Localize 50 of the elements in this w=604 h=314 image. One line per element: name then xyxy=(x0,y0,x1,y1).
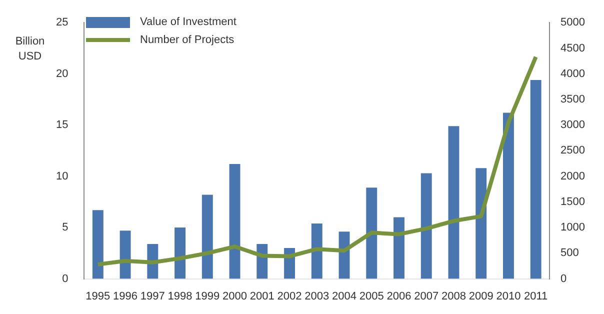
y-tick-label: 25 xyxy=(56,16,68,29)
y-tick-label: 0 xyxy=(62,272,68,285)
bar xyxy=(448,126,460,279)
x-tick-label: 2008 xyxy=(441,290,466,302)
bar xyxy=(394,217,404,279)
y2-tick-label: 2500 xyxy=(560,144,586,157)
y-tick-label: 10 xyxy=(56,170,68,182)
y2-tick-label: 3500 xyxy=(560,93,586,106)
x-tick-label: 2011 xyxy=(524,290,548,302)
x-tick-label: 2005 xyxy=(359,290,384,302)
y2-tick-label: 2000 xyxy=(560,170,586,182)
bar xyxy=(120,230,131,279)
bar xyxy=(92,210,104,279)
x-tick-label: 1999 xyxy=(195,290,220,302)
x-tick-label: 2003 xyxy=(304,290,330,302)
y2-tick-label: 1000 xyxy=(560,222,586,234)
y2-tick-label: 4500 xyxy=(560,42,586,54)
x-tick-label: 2007 xyxy=(414,290,439,302)
bar xyxy=(229,164,240,279)
x-tick-label: 2002 xyxy=(277,290,302,302)
y-tick-label: 5 xyxy=(62,222,68,234)
y-tick-label: 20 xyxy=(56,68,68,80)
bar xyxy=(202,194,213,279)
x-tick-label: 2009 xyxy=(468,290,494,302)
legend-label: Number of Projects xyxy=(140,34,234,46)
bar xyxy=(311,223,322,279)
bar xyxy=(174,228,186,279)
x-tick-label: 1997 xyxy=(140,290,165,302)
x-tick-label: 1996 xyxy=(113,290,138,302)
bar xyxy=(420,173,432,279)
legend-label: Value of Investment xyxy=(140,16,236,28)
x-tick-label: 2004 xyxy=(332,290,356,302)
bar xyxy=(476,168,487,279)
x-tick-label: 2001 xyxy=(250,290,274,302)
x-tick-label: 2010 xyxy=(496,290,521,302)
x-tick-label: 2006 xyxy=(386,290,412,302)
bar xyxy=(530,80,542,279)
y-tick-label: 15 xyxy=(56,119,68,132)
y2-tick-label: 5000 xyxy=(560,16,586,29)
y2-tick-label: 0 xyxy=(560,272,567,285)
y2-tick-label: 4000 xyxy=(560,68,586,80)
bar xyxy=(503,112,514,279)
x-tick-label: 2000 xyxy=(222,290,248,302)
y2-tick-label: 500 xyxy=(560,247,579,260)
x-tick-label: 1995 xyxy=(86,290,110,302)
y2-tick-label: 1500 xyxy=(560,196,586,208)
y2-tick-label: 3000 xyxy=(560,119,586,132)
bar xyxy=(366,188,378,279)
y-axis-title: Billion USD xyxy=(15,36,45,63)
x-tick-label: 1998 xyxy=(168,290,192,302)
